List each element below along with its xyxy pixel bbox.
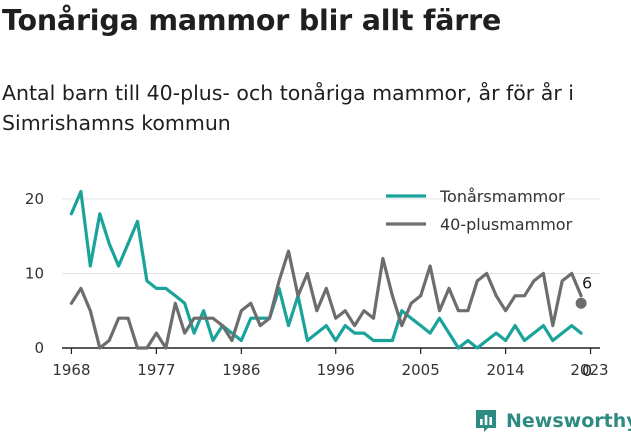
series-line-1 <box>69 249 583 350</box>
x-tick-label-2014: 2014 <box>487 361 525 379</box>
x-tick-label-1996: 1996 <box>317 361 355 379</box>
y-tick-label-10: 10 <box>25 264 44 282</box>
x-tick-label-2023: 2023 <box>570 361 608 379</box>
chart-subtitle: Antal barn till 40-plus- och tonåriga ma… <box>2 81 574 135</box>
end-label-1: 0 <box>582 361 592 380</box>
series-line-0 <box>69 189 583 350</box>
axes: 0 10 20 1968 1977 1986 1996 2005 2014 2023 <box>25 190 609 379</box>
end-label-0: 6 <box>582 273 592 292</box>
y-tick-label-0: 0 <box>34 339 44 357</box>
chart-title: Tonåriga mammor blir allt färre <box>2 4 502 37</box>
legend-label-0: Tonårsmammor <box>439 187 565 206</box>
legend-label-1: 40-plusmammor <box>440 215 573 234</box>
x-tick-label-1986: 1986 <box>222 361 260 379</box>
x-tick-label-1977: 1977 <box>137 361 175 379</box>
bar-chart-icon <box>476 410 496 432</box>
data-labels: 60 <box>575 273 592 380</box>
x-tick-label-2005: 2005 <box>402 361 440 379</box>
end-point-marker-0 <box>575 297 587 309</box>
brand-name: Newsworthy <box>506 410 631 432</box>
series-lines <box>69 189 583 350</box>
y-tick-label-20: 20 <box>25 190 44 208</box>
newsworthy-logo: Newsworthy <box>474 406 631 436</box>
x-tick-label-1968: 1968 <box>52 361 90 379</box>
grid-lines <box>62 198 600 274</box>
legend: Tonårsmammor 40-plusmammor <box>386 187 573 234</box>
